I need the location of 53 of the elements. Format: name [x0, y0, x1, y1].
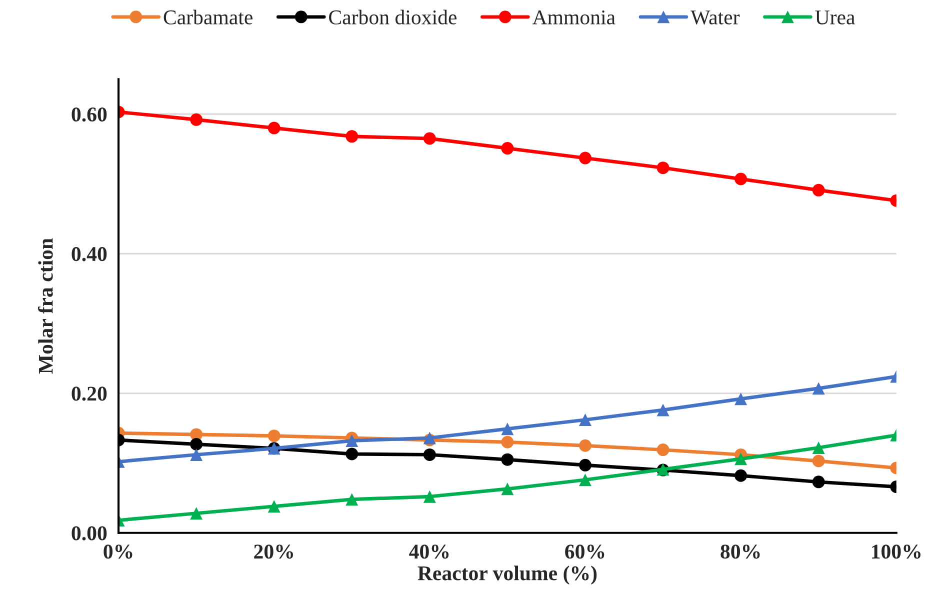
point [812, 476, 825, 488]
point [578, 439, 592, 452]
point [812, 441, 825, 454]
point [656, 162, 670, 174]
point [268, 500, 280, 513]
point [656, 444, 670, 456]
point [423, 490, 436, 503]
point [734, 452, 748, 466]
point [346, 448, 358, 460]
point [501, 142, 514, 155]
point [190, 438, 203, 450]
point [423, 132, 436, 145]
point [423, 448, 436, 461]
point [190, 113, 203, 126]
x-tick-label: 60% [565, 544, 604, 559]
y-tick-label: 0.40 [72, 247, 107, 262]
y-tick-label: 0.60 [72, 107, 107, 122]
legend-label: Urea [815, 10, 855, 24]
point [346, 130, 358, 143]
x-tick-label: 100% [872, 544, 920, 559]
x-tick-label: 80% [720, 544, 760, 559]
legend-label: Water [690, 10, 740, 25]
point [268, 430, 280, 442]
point [578, 458, 592, 472]
y-tick-label: 0.20 [72, 386, 107, 401]
point [812, 184, 825, 196]
legend-label: Carbamate [164, 10, 252, 24]
point [812, 454, 825, 468]
point [501, 422, 514, 436]
point [501, 482, 514, 496]
x-tick-label: 20% [254, 544, 293, 559]
point [268, 122, 280, 134]
point [501, 436, 514, 448]
point [190, 507, 203, 520]
point [578, 474, 592, 486]
point [346, 434, 358, 447]
x-axis-title: Reactor volume (%) [418, 566, 597, 585]
point [501, 453, 514, 466]
point [578, 152, 592, 164]
legend-label: Carbon dioxide [329, 10, 457, 24]
point [578, 414, 592, 426]
point [734, 172, 748, 186]
legend-label: Ammonia [532, 10, 616, 24]
y-axis-title: Molar fra ction [38, 238, 53, 374]
point [656, 404, 670, 416]
point [190, 448, 203, 461]
x-tick-label: 40% [409, 544, 449, 559]
x-tick-label: 0% [104, 544, 132, 559]
point [734, 392, 748, 406]
point [812, 382, 825, 395]
y-tick-label: 0.00 [72, 526, 107, 540]
point [734, 469, 748, 482]
point [346, 493, 358, 506]
